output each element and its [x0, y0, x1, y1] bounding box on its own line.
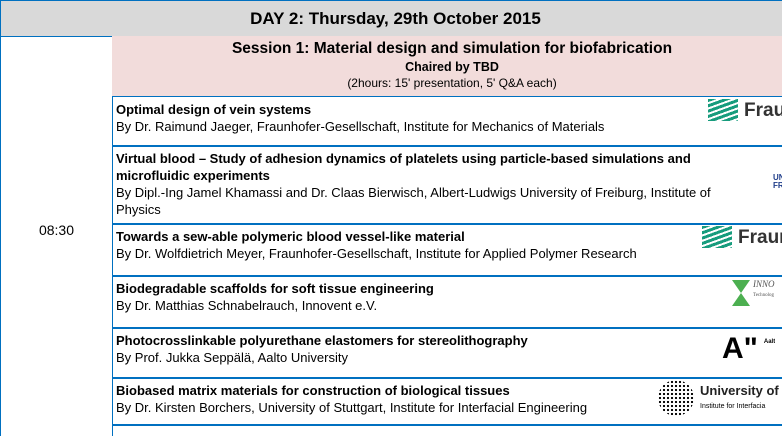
- day-header: DAY 2: Thursday, 29th October 2015: [0, 0, 782, 37]
- freiburg-logo: UNI FR: [773, 174, 782, 190]
- talk-row: Towards a sew-able polymeric blood vesse…: [112, 224, 782, 277]
- stuttgart-logo: University of S Institute for Interfacia: [658, 380, 782, 416]
- aalto-logo: A" Aalt: [722, 334, 775, 364]
- talk-title: Virtual blood – Study of adhesion dynami…: [116, 151, 691, 183]
- talk-speaker: By Prof. Jukka Seppälä, Aalto University: [116, 350, 348, 365]
- logo-text: INNO: [753, 280, 775, 289]
- fraunhofer-mark-icon: [702, 226, 732, 248]
- session-header: Session 1: Material design and simulatio…: [112, 36, 782, 97]
- logo-text: Fraun: [744, 99, 782, 121]
- logo-subtext: Institute for Interfacia: [700, 402, 766, 410]
- talk-row: Optimal design of vein systems By Dr. Ra…: [112, 97, 782, 147]
- fraunhofer-logo: Fraun: [702, 226, 782, 248]
- session-chair: Chaired by TBD: [405, 60, 499, 74]
- talk-title: Biobased matrix materials for constructi…: [116, 383, 510, 398]
- talk-title: Photocrosslinkable polyurethane elastome…: [116, 333, 528, 348]
- fraunhofer-mark-icon: [708, 99, 738, 121]
- session-title: Session 1: Material design and simulatio…: [231, 40, 673, 57]
- aalto-mark-icon: A": [722, 334, 758, 364]
- talk-title: Optimal design of vein systems: [116, 102, 312, 117]
- time-cell: 08:30: [0, 36, 113, 436]
- talk-row: Biobased matrix materials for constructi…: [112, 378, 782, 426]
- talk-speaker: By Dipl.-Ing Jamel Khamassi and Dr. Claa…: [116, 185, 711, 217]
- logo-text: University of S: [700, 382, 782, 398]
- talk-row: Photocrosslinkable polyurethane elastome…: [112, 328, 782, 379]
- talk-title: Biodegradable scaffolds for soft tissue …: [116, 281, 434, 296]
- innovent-mark-icon: [732, 280, 750, 306]
- talk-speaker: By Dr. Raimund Jaeger, Fraunhofer-Gesell…: [116, 119, 605, 134]
- logo-subtext: Technolog: [753, 293, 775, 298]
- talk-speaker: By Dr. Wolfdietrich Meyer, Fraunhofer-Ge…: [116, 246, 637, 261]
- talk-title: Towards a sew-able polymeric blood vesse…: [116, 229, 465, 244]
- logo-text: Fraun: [738, 226, 782, 248]
- talk-row: Biodegradable scaffolds for soft tissue …: [112, 276, 782, 329]
- session-duration: (2hours: 15' presentation, 5' Q&A each): [347, 76, 557, 90]
- talk-speaker: By Dr. Kirsten Borchers, University of S…: [116, 400, 588, 415]
- fraunhofer-logo: Fraun: [708, 99, 782, 121]
- innovent-logo: INNO Technolog: [732, 280, 775, 306]
- logo-text: Aalt: [763, 339, 776, 345]
- stuttgart-mark-icon: [658, 380, 694, 416]
- talk-row: Virtual blood – Study of adhesion dynami…: [112, 146, 782, 225]
- talk-speaker: By Dr. Matthias Schnabelrauch, Innovent …: [116, 298, 378, 313]
